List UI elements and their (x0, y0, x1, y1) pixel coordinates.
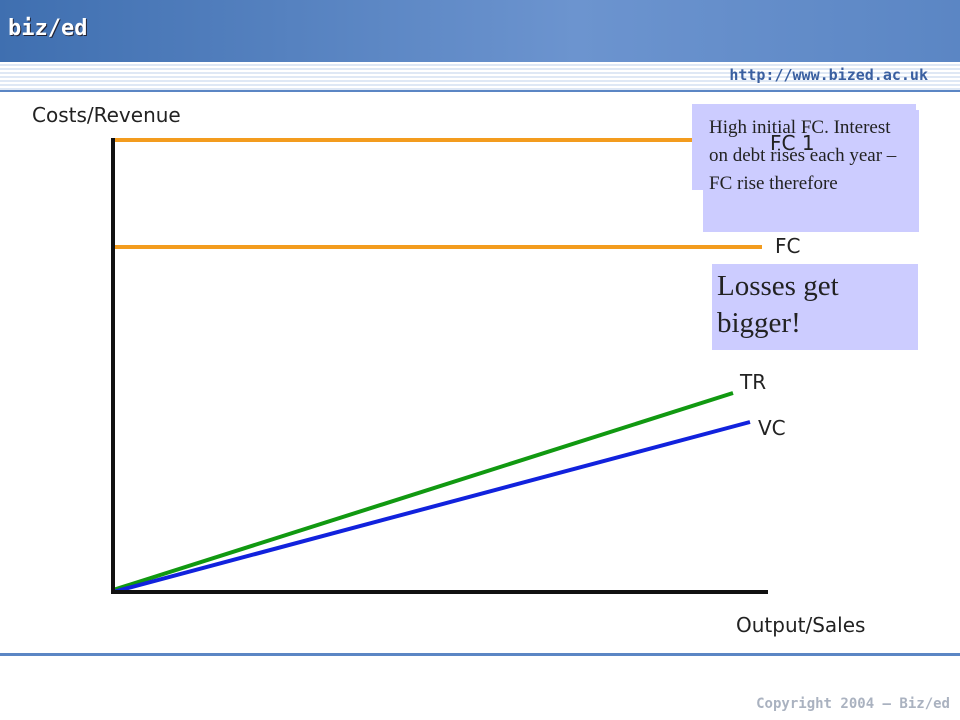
note-losses: Losses get bigger! (712, 264, 918, 350)
note-fc: High initial FC. Interest on debt rises … (703, 110, 919, 232)
fc-label: FC (775, 234, 801, 258)
vc-label: VC (758, 416, 786, 440)
y-axis-label: Costs/Revenue (32, 103, 181, 127)
tr-line (112, 391, 734, 592)
tr-label: TR (740, 370, 767, 394)
logo: biz/ed (8, 16, 88, 41)
footer-line (0, 653, 960, 656)
fc1-label: FC 1 (770, 131, 815, 155)
copyright: Copyright 2004 – Biz/ed (756, 696, 950, 712)
url: http://www.bized.ac.uk (729, 66, 928, 84)
header-stripe (0, 62, 960, 92)
header-bar (0, 0, 960, 62)
vc-line (112, 420, 751, 594)
x-axis-label: Output/Sales (736, 613, 866, 637)
